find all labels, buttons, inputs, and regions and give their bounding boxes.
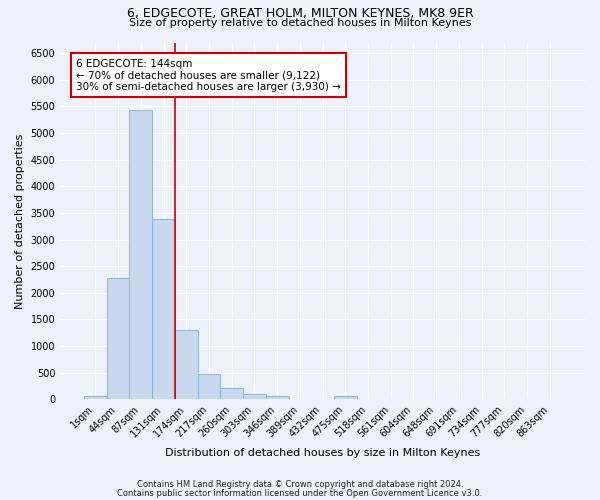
Text: Contains HM Land Registry data © Crown copyright and database right 2024.: Contains HM Land Registry data © Crown c… xyxy=(137,480,463,489)
Y-axis label: Number of detached properties: Number of detached properties xyxy=(15,133,25,308)
Bar xyxy=(175,330,197,400)
Bar xyxy=(130,110,152,400)
Bar xyxy=(334,396,356,400)
Bar xyxy=(84,396,107,400)
Bar xyxy=(107,278,130,400)
Bar xyxy=(152,220,175,400)
Bar xyxy=(289,399,311,400)
Bar xyxy=(197,374,220,400)
Bar xyxy=(220,388,243,400)
Text: 6, EDGECOTE, GREAT HOLM, MILTON KEYNES, MK8 9ER: 6, EDGECOTE, GREAT HOLM, MILTON KEYNES, … xyxy=(127,8,473,20)
Text: 6 EDGECOTE: 144sqm
← 70% of detached houses are smaller (9,122)
30% of semi-deta: 6 EDGECOTE: 144sqm ← 70% of detached hou… xyxy=(76,58,341,92)
Bar xyxy=(243,394,266,400)
Text: Contains public sector information licensed under the Open Government Licence v3: Contains public sector information licen… xyxy=(118,488,482,498)
Text: Size of property relative to detached houses in Milton Keynes: Size of property relative to detached ho… xyxy=(129,18,471,28)
X-axis label: Distribution of detached houses by size in Milton Keynes: Distribution of detached houses by size … xyxy=(165,448,480,458)
Bar xyxy=(266,396,289,400)
